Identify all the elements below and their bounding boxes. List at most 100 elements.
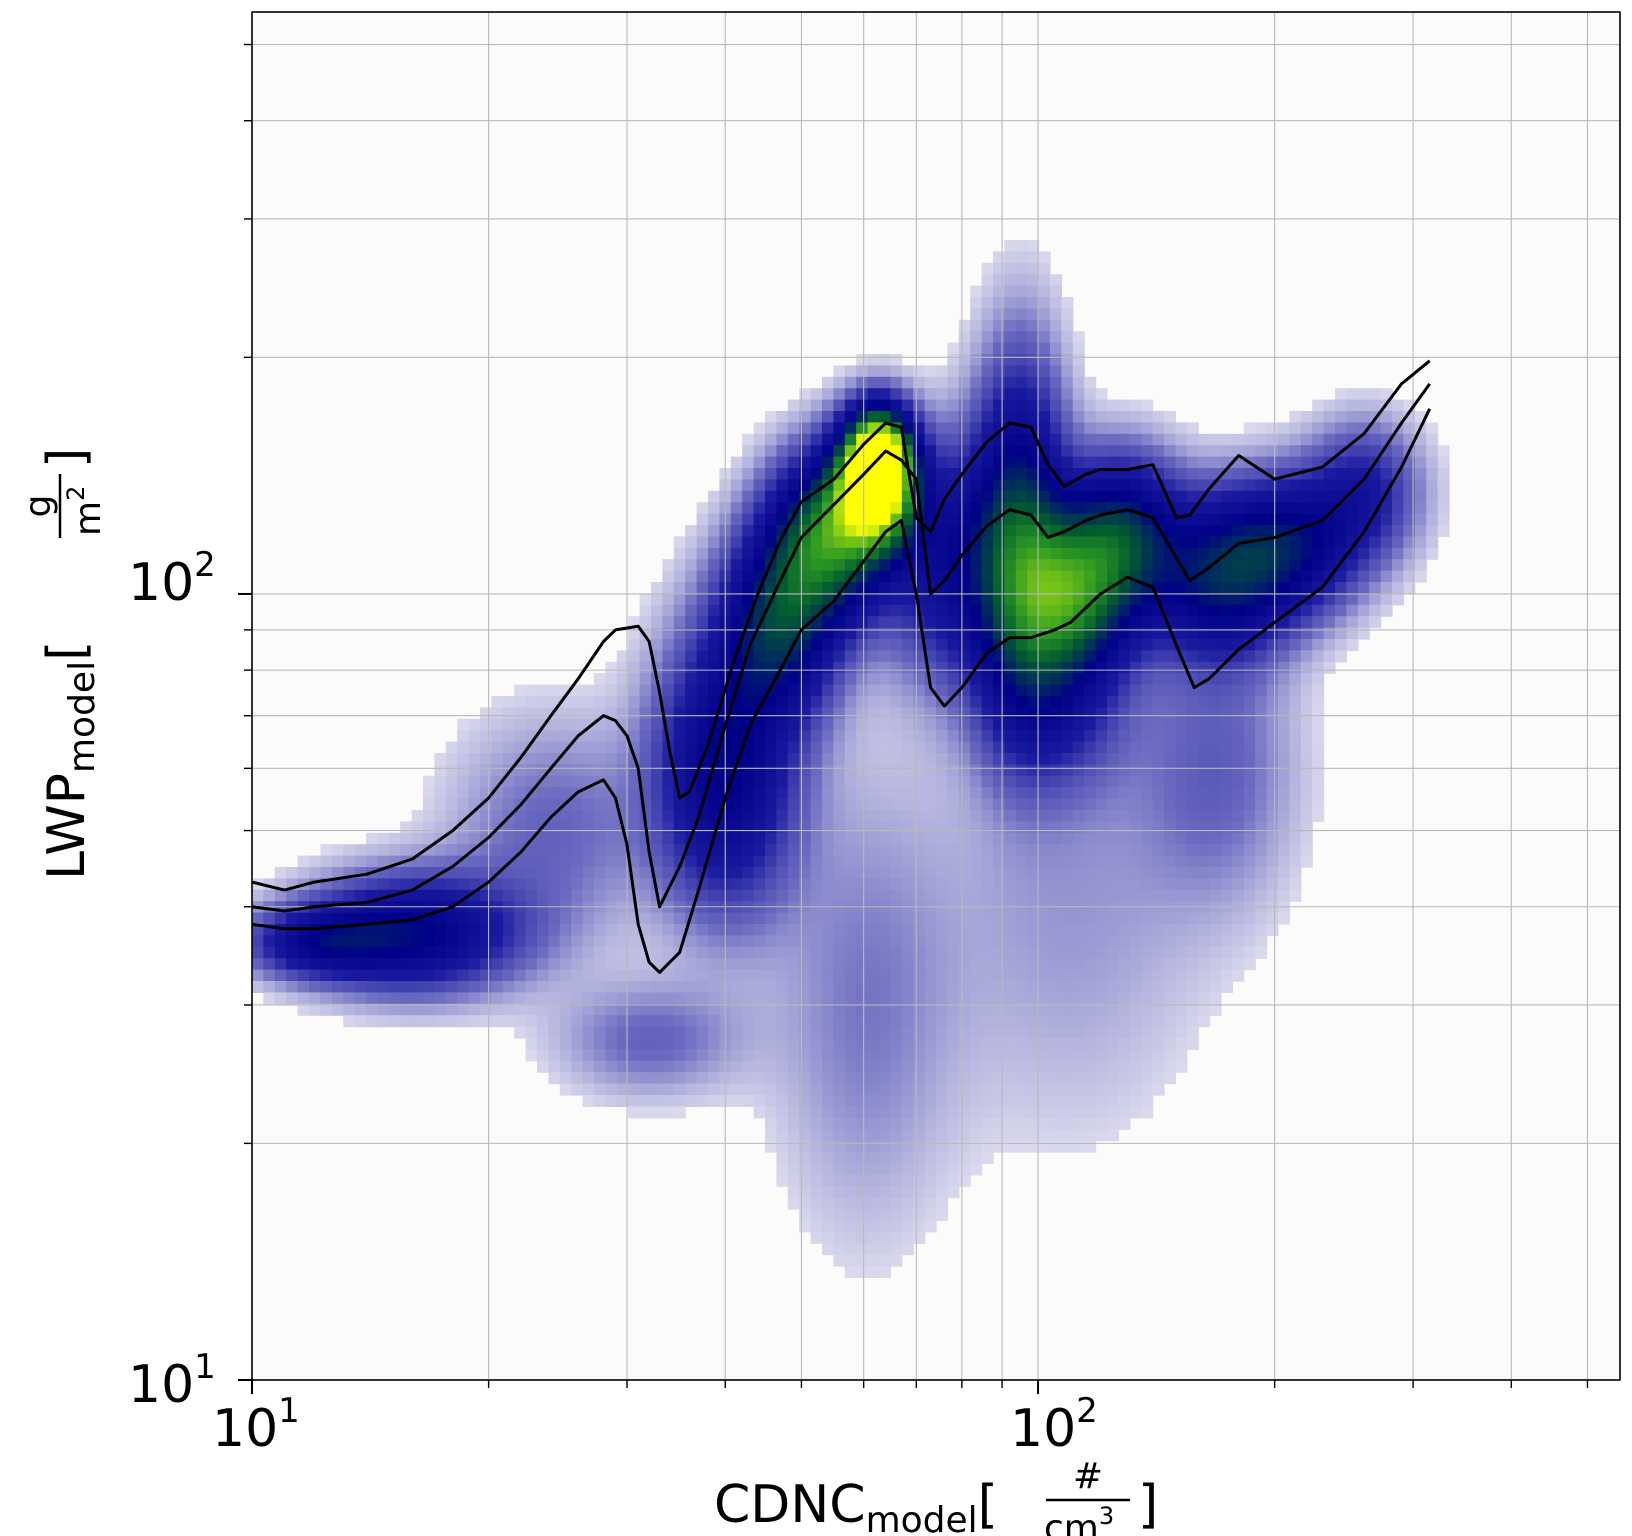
heatmap-cell <box>1152 878 1165 891</box>
heatmap-cell <box>1072 582 1085 594</box>
heatmap-cell <box>1095 798 1108 811</box>
heatmap-cell <box>708 981 720 993</box>
heatmap-cell <box>947 1117 960 1130</box>
heatmap-cell <box>844 673 857 686</box>
heatmap-cell <box>331 889 344 902</box>
heatmap-cell <box>936 935 948 948</box>
heatmap-cell <box>958 1106 971 1119</box>
heatmap-cell <box>822 946 834 959</box>
heatmap-cell <box>708 1083 720 1096</box>
heatmap-cell <box>1004 935 1017 948</box>
heatmap-cell <box>1221 946 1233 959</box>
heatmap-cell <box>1198 616 1211 629</box>
heatmap-cell <box>753 992 766 1005</box>
heatmap-cell <box>742 878 755 891</box>
heatmap-cell <box>1141 821 1154 834</box>
heatmap-cell <box>753 1038 766 1050</box>
heatmap-cell <box>993 365 1005 378</box>
heatmap-cell <box>331 867 344 879</box>
heatmap-cell <box>1152 627 1165 640</box>
heatmap-cell <box>1141 1026 1154 1039</box>
heatmap-cell <box>753 559 766 572</box>
heatmap-cell <box>833 1220 846 1233</box>
heatmap-cell <box>480 844 492 857</box>
heatmap-cell <box>787 1083 800 1096</box>
heatmap-cell <box>1050 536 1062 549</box>
heatmap-cell <box>1027 525 1040 537</box>
heatmap-cell <box>810 559 823 572</box>
heatmap-cell <box>1255 513 1268 526</box>
heatmap-cell <box>1403 547 1416 560</box>
heatmap-cell <box>548 924 561 936</box>
heatmap-cell <box>1289 627 1302 640</box>
heatmap-cell <box>787 730 800 743</box>
heatmap-cell <box>1004 559 1017 572</box>
heatmap-cell <box>548 718 561 731</box>
heatmap-cell <box>1255 570 1268 583</box>
heatmap-cell <box>1107 1060 1119 1073</box>
heatmap-cell <box>1403 536 1416 549</box>
heatmap-cell <box>1072 399 1085 412</box>
heatmap-cell <box>1061 433 1074 446</box>
heatmap-cell <box>1061 502 1074 515</box>
heatmap-cell <box>1027 240 1040 252</box>
heatmap-cell <box>1061 958 1074 971</box>
heatmap-cell <box>525 912 538 925</box>
heatmap-cell <box>1323 650 1336 663</box>
heatmap-cell <box>1050 570 1062 583</box>
heatmap-cell <box>936 650 948 663</box>
heatmap-cell <box>582 992 595 1005</box>
heatmap-cell <box>673 661 686 674</box>
heatmap-cell <box>799 468 812 480</box>
heatmap-cell <box>993 764 1005 777</box>
heatmap-cell <box>730 1072 743 1085</box>
heatmap-cell <box>1221 559 1233 572</box>
heatmap-cell <box>936 924 948 936</box>
heatmap-cell <box>1050 810 1062 822</box>
heatmap-cell <box>1186 832 1199 845</box>
heatmap-cell <box>1164 582 1176 594</box>
heatmap-cell <box>799 946 812 959</box>
heatmap-cell <box>856 388 869 401</box>
heatmap-cell <box>1232 844 1245 857</box>
heatmap-cell <box>685 673 698 686</box>
heatmap-cell <box>594 1003 606 1016</box>
heatmap-cell <box>297 912 310 925</box>
heatmap-cell <box>1141 1038 1154 1050</box>
heatmap-cell <box>514 912 527 925</box>
heatmap-cell <box>822 627 834 640</box>
heatmap-cell <box>890 547 903 560</box>
heatmap-cell <box>1084 855 1097 868</box>
heatmap-cell <box>879 1003 891 1016</box>
heatmap-cell <box>434 775 447 788</box>
heatmap-cell <box>742 1049 755 1062</box>
heatmap-cell <box>263 935 276 948</box>
heatmap-cell <box>844 1174 857 1187</box>
heatmap-cell <box>1004 889 1017 902</box>
heatmap-cell <box>810 1140 823 1153</box>
heatmap-cell <box>924 1003 937 1016</box>
heatmap-cell <box>1004 319 1017 332</box>
heatmap-cell <box>822 639 834 651</box>
heatmap-cell <box>890 798 903 811</box>
heatmap-cell <box>1278 912 1290 925</box>
heatmap-cell <box>1015 456 1028 469</box>
heatmap-cell <box>708 570 720 583</box>
heatmap-cell <box>958 445 971 458</box>
heatmap-cell <box>890 468 903 480</box>
heatmap-cell <box>1392 479 1404 492</box>
heatmap-cell <box>833 673 846 686</box>
heatmap-cell <box>901 844 914 857</box>
heatmap-cell <box>787 616 800 629</box>
heatmap-cell <box>1061 764 1074 777</box>
heatmap-cell <box>525 821 538 834</box>
heatmap-cell <box>958 844 971 857</box>
heatmap-cell <box>1221 570 1233 583</box>
heatmap-cell <box>810 821 823 834</box>
heatmap-cell <box>1027 718 1040 731</box>
heatmap-cell <box>753 1095 766 1107</box>
heatmap-cell <box>822 935 834 948</box>
heatmap-cell <box>685 1015 698 1028</box>
heatmap-cell <box>981 878 994 891</box>
y-label-unit-exp: 2 <box>62 486 90 501</box>
